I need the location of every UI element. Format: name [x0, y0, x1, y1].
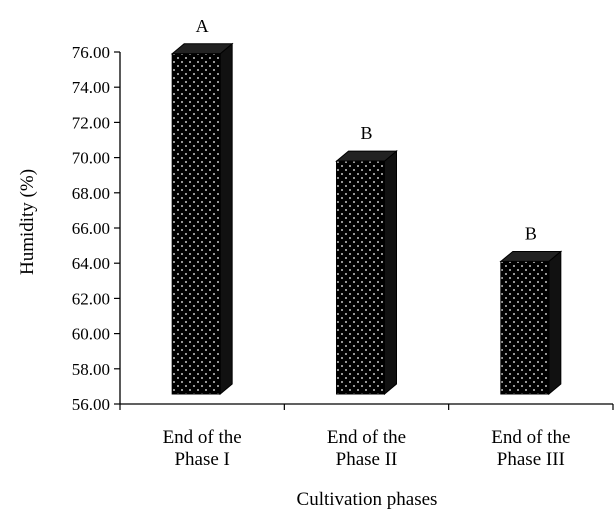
y-tick-label: 70.00 [72, 149, 110, 168]
y-tick-label: 62.00 [72, 289, 110, 308]
significance-label: B [525, 223, 537, 243]
significance-label: B [360, 123, 372, 143]
y-tick-label: 58.00 [72, 360, 110, 379]
bars [170, 42, 563, 396]
x-tick-label: End of the [327, 427, 406, 448]
bar-side-face [219, 42, 233, 396]
x-tick-label: End of the [491, 427, 570, 448]
bar-side-face [384, 150, 397, 396]
y-tick-label: 76.00 [72, 43, 110, 62]
bar [499, 250, 563, 396]
y-tick-label: 68.00 [72, 184, 110, 203]
bar [170, 42, 234, 396]
significance-label: A [196, 16, 209, 36]
y-axis-title: Humidity (%) [17, 169, 38, 275]
y-tick-label: 72.00 [72, 113, 110, 132]
bar-front-face [500, 260, 550, 395]
y-tick-label: 60.00 [72, 325, 110, 344]
x-tick-label: Phase I [174, 449, 229, 470]
x-tick-label: Phase III [497, 449, 565, 470]
bar [335, 150, 398, 396]
y-tick-label: 64.00 [72, 254, 110, 273]
bar-front-face [171, 53, 221, 395]
x-axis-title: Cultivation phases [297, 489, 438, 510]
y-tick-label: 66.00 [72, 219, 110, 238]
y-tick-label: 56.00 [72, 395, 110, 414]
bar-side-face [548, 250, 562, 396]
x-axis [119, 403, 614, 410]
x-tick-label: Phase II [336, 449, 398, 470]
bar-front-face [336, 160, 385, 395]
y-axis: 56.00 58.00 60.00 62.00 64.00 66.00 68.00 70.00… [72, 43, 121, 414]
x-tick-label: End of the [163, 427, 242, 448]
y-tick-label: 74.00 [72, 78, 110, 97]
